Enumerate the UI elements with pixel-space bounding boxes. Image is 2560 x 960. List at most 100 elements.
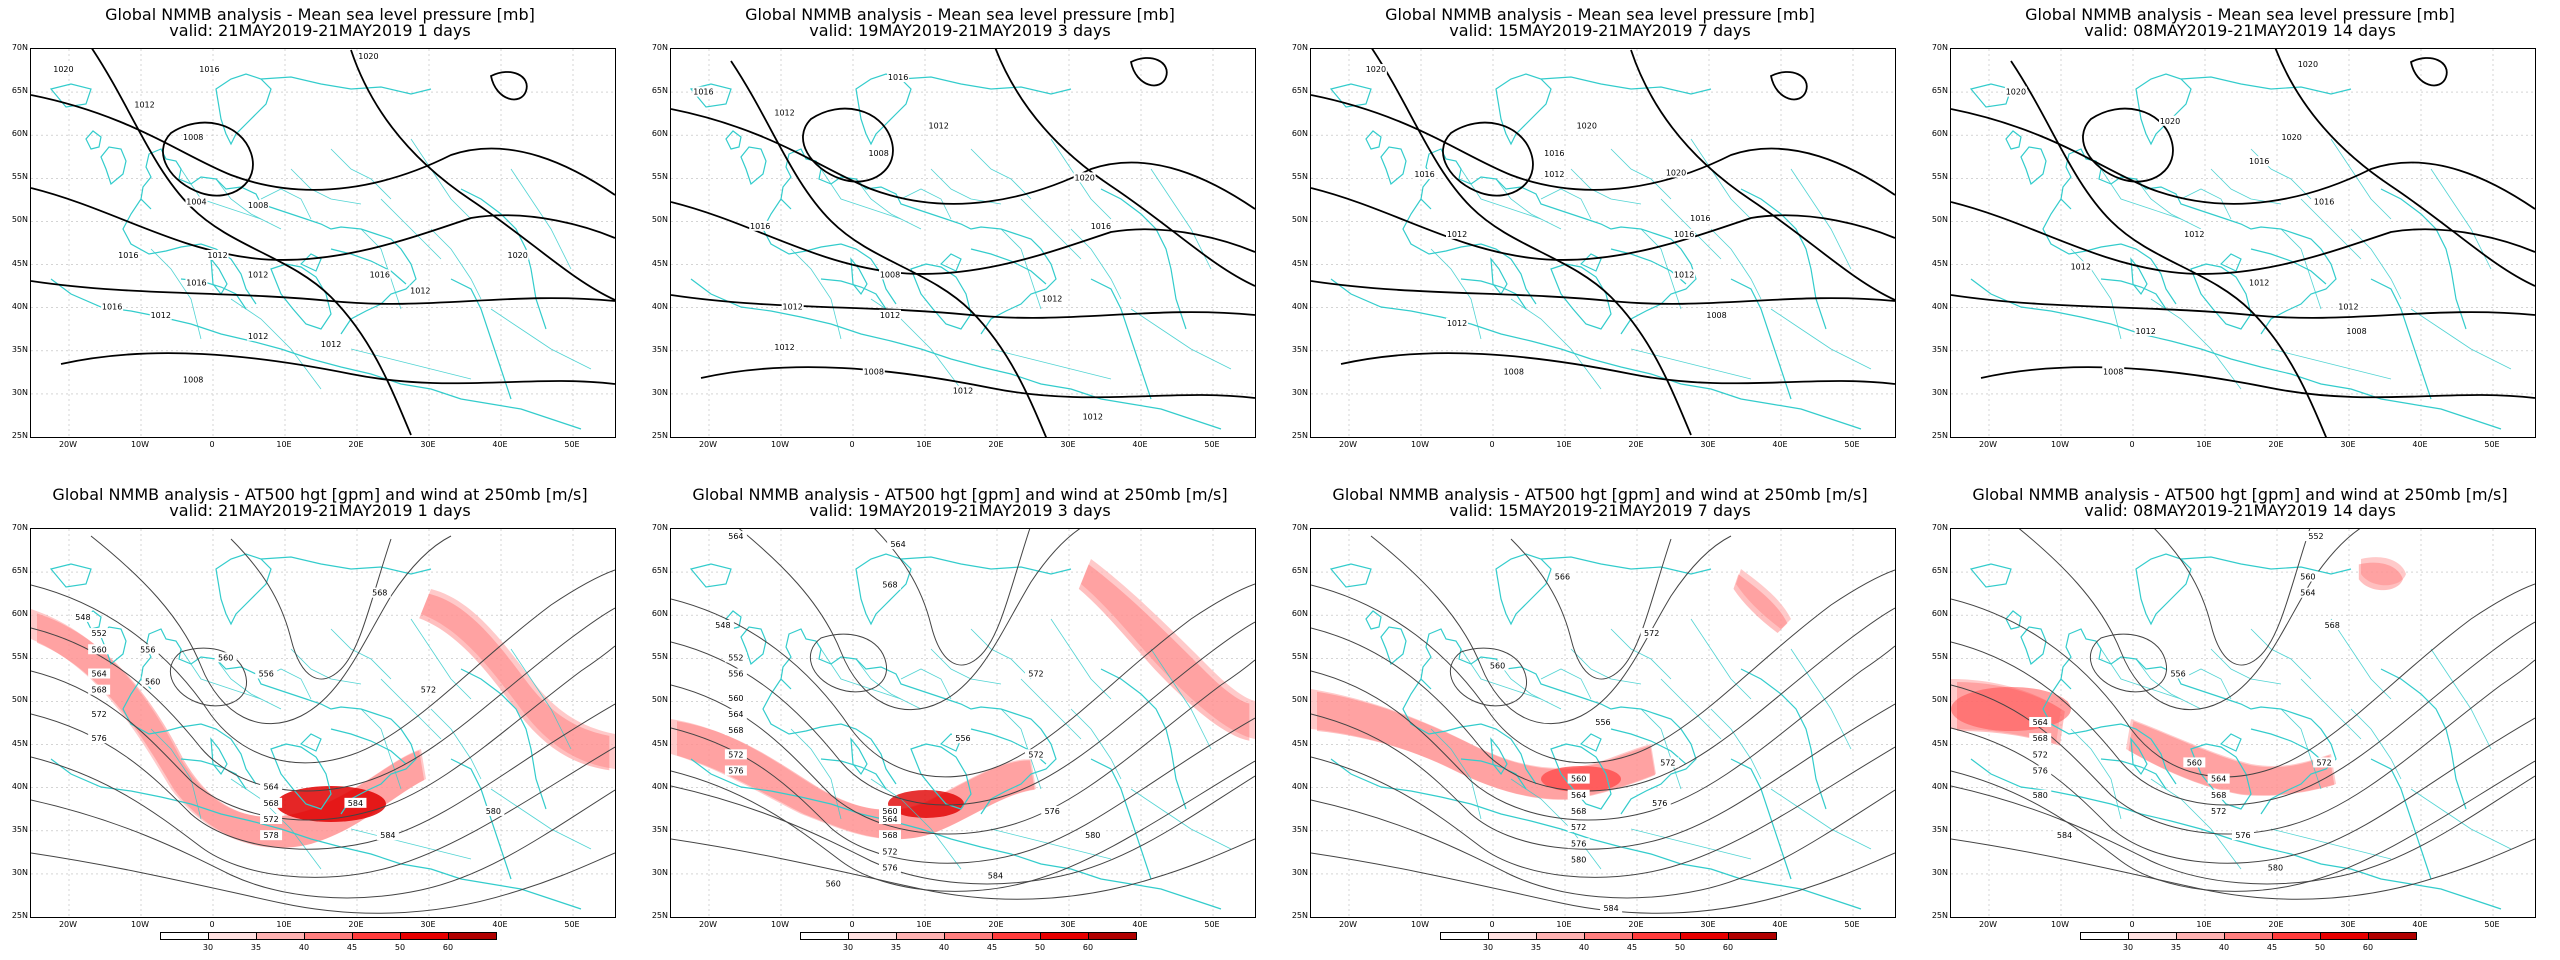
latitude-label: 70N [11, 43, 28, 52]
contour-label: 576 [1045, 807, 1060, 816]
jet-stream-shading [31, 589, 615, 848]
isobars [31, 49, 615, 436]
longitude-label: 10W [130, 920, 150, 929]
contour-label: 548 [75, 613, 90, 622]
longitude-label: 20E [1628, 440, 1644, 449]
longitude-label: 40E [492, 920, 508, 929]
latitude-label: 30N [11, 387, 28, 397]
panel-valid-period: valid: 08MAY2019-21MAY2019 14 days [2084, 501, 2396, 520]
mslp-panel-2: Global NMMB analysis - Mean sea level pr… [640, 0, 1280, 480]
latitude-label: 35N [651, 824, 668, 834]
contour-label: 556 [2170, 670, 2185, 679]
contour-label: 1016 [186, 278, 206, 287]
contour-label: 1012 [207, 251, 227, 260]
contour-label: 1008 [880, 270, 900, 279]
contour-label: 564 [2033, 718, 2048, 727]
latitude-label: 30N [1291, 867, 1308, 877]
colorbar-swatch [1632, 932, 1681, 940]
contour-label: 584 [988, 872, 1003, 881]
contour-label: 564 [1571, 791, 1586, 800]
colorbar-swatch [2128, 932, 2177, 940]
panel-valid-period: valid: 08MAY2019-21MAY2019 14 days [2084, 21, 2396, 40]
latitude-label: 25N [1931, 911, 1948, 920]
contour-label: 556 [728, 670, 743, 679]
contour-label: 572 [728, 750, 743, 759]
colorbar-label: 45 [2266, 943, 2278, 952]
contour-label: 1016 [199, 65, 219, 74]
latitude-label: 35N [11, 344, 28, 354]
latitude-label: 55N [11, 652, 28, 662]
contour-label: 568 [91, 686, 106, 695]
colorbar-label: 40 [1578, 943, 1590, 952]
colorbar-swatch [1536, 932, 1585, 940]
latitude-label: 35N [1291, 344, 1308, 354]
contour-label: 1016 [1690, 214, 1710, 223]
panel-title: Global NMMB analysis - AT500 hgt [gpm] a… [52, 485, 588, 504]
latitude-label: 55N [651, 652, 668, 662]
colorbar-swatch [896, 932, 945, 940]
longitude-label: 0 [209, 440, 215, 449]
contour-label: 556 [259, 670, 274, 679]
latitude-label: 40N [1931, 301, 1948, 311]
panel-title: Global NMMB analysis - Mean sea level pr… [2025, 5, 2455, 24]
contour-label: 580 [1571, 855, 1586, 864]
latitude-label: 25N [1291, 911, 1308, 920]
longitude-label: 0 [849, 440, 855, 449]
contour-label: 1004 [186, 198, 206, 207]
panel-title: Global NMMB analysis - AT500 hgt [gpm] a… [692, 485, 1228, 504]
contour-label: 560 [218, 653, 233, 662]
contour-label: 1012 [1447, 319, 1467, 328]
map-area: 552 560 564 568 556 564 568 572 576 580 584 560 564 5… [1950, 528, 2536, 918]
latitude-label: 30N [1291, 387, 1308, 397]
colorbar-label: 35 [2170, 943, 2182, 952]
panel-valid-period: valid: 15MAY2019-21MAY2019 7 days [1449, 501, 1751, 520]
contour-label: 1008 [248, 201, 268, 210]
longitude-label: 10W [130, 440, 150, 449]
contour-label: 1012 [248, 332, 268, 341]
latitude-label: 50N [651, 215, 668, 225]
contour-label: 572 [1571, 823, 1586, 832]
longitude-label: 10W [770, 440, 790, 449]
colorbar-label: 35 [250, 943, 262, 952]
longitude-label: 30E [1700, 440, 1716, 449]
longitude-label: 40E [1132, 920, 1148, 929]
at500-panel-3: Global NMMB analysis - AT500 hgt [gpm] a… [1280, 480, 1920, 960]
wind-speed-colorbar: 30 35 40 45 50 60 [2080, 932, 2417, 958]
contour-label: 1012 [2071, 262, 2091, 271]
longitude-label: 0 [2129, 440, 2135, 449]
longitude-label: 10W [2050, 440, 2070, 449]
longitude-label: 30E [2340, 440, 2356, 449]
longitude-label: 40E [2412, 920, 2428, 929]
isobars [1311, 49, 1895, 436]
longitude-label: 20W [1978, 440, 1998, 449]
panel-valid-period: valid: 15MAY2019-21MAY2019 7 days [1449, 21, 1751, 40]
contour-label: 584 [348, 799, 363, 808]
map-area: 1020 1020 1016 1012 1016 1020 1016 1012 1016 1012… [1310, 48, 1896, 438]
latitude-label: 50N [11, 695, 28, 705]
contour-label: 564 [882, 815, 897, 824]
country-borders [150, 138, 592, 390]
contour-label: 572 [2211, 807, 2226, 816]
latitude-label: 30N [651, 867, 668, 877]
colorbar-label: 40 [938, 943, 950, 952]
latitude-label: 45N [1291, 258, 1308, 268]
contour-label: 1020 [507, 251, 527, 260]
colorbar-label: 60 [1722, 943, 1734, 952]
latitude-label: 40N [11, 301, 28, 311]
contour-label: 578 [263, 831, 278, 840]
contour-label: 564 [728, 710, 743, 719]
contour-label: 576 [1652, 799, 1667, 808]
colorbar-label: 40 [2218, 943, 2230, 952]
latitude-label: 70N [1291, 523, 1308, 532]
contour-label: 560 [882, 807, 897, 816]
contour-label: 556 [140, 645, 155, 654]
colorbar-swatch [160, 932, 209, 940]
contour-label: 568 [728, 726, 743, 735]
contour-label: 1012 [2135, 327, 2155, 336]
contour-label: 584 [380, 831, 395, 840]
mslp-panel-1: Global NMMB analysis - Mean sea level pr… [0, 0, 640, 480]
colorbar-swatch [256, 932, 305, 940]
contour-label: 564 [263, 783, 278, 792]
contour-label: 1012 [1042, 295, 1062, 304]
wind-speed-colorbar: 30 35 40 45 50 60 [160, 932, 497, 958]
